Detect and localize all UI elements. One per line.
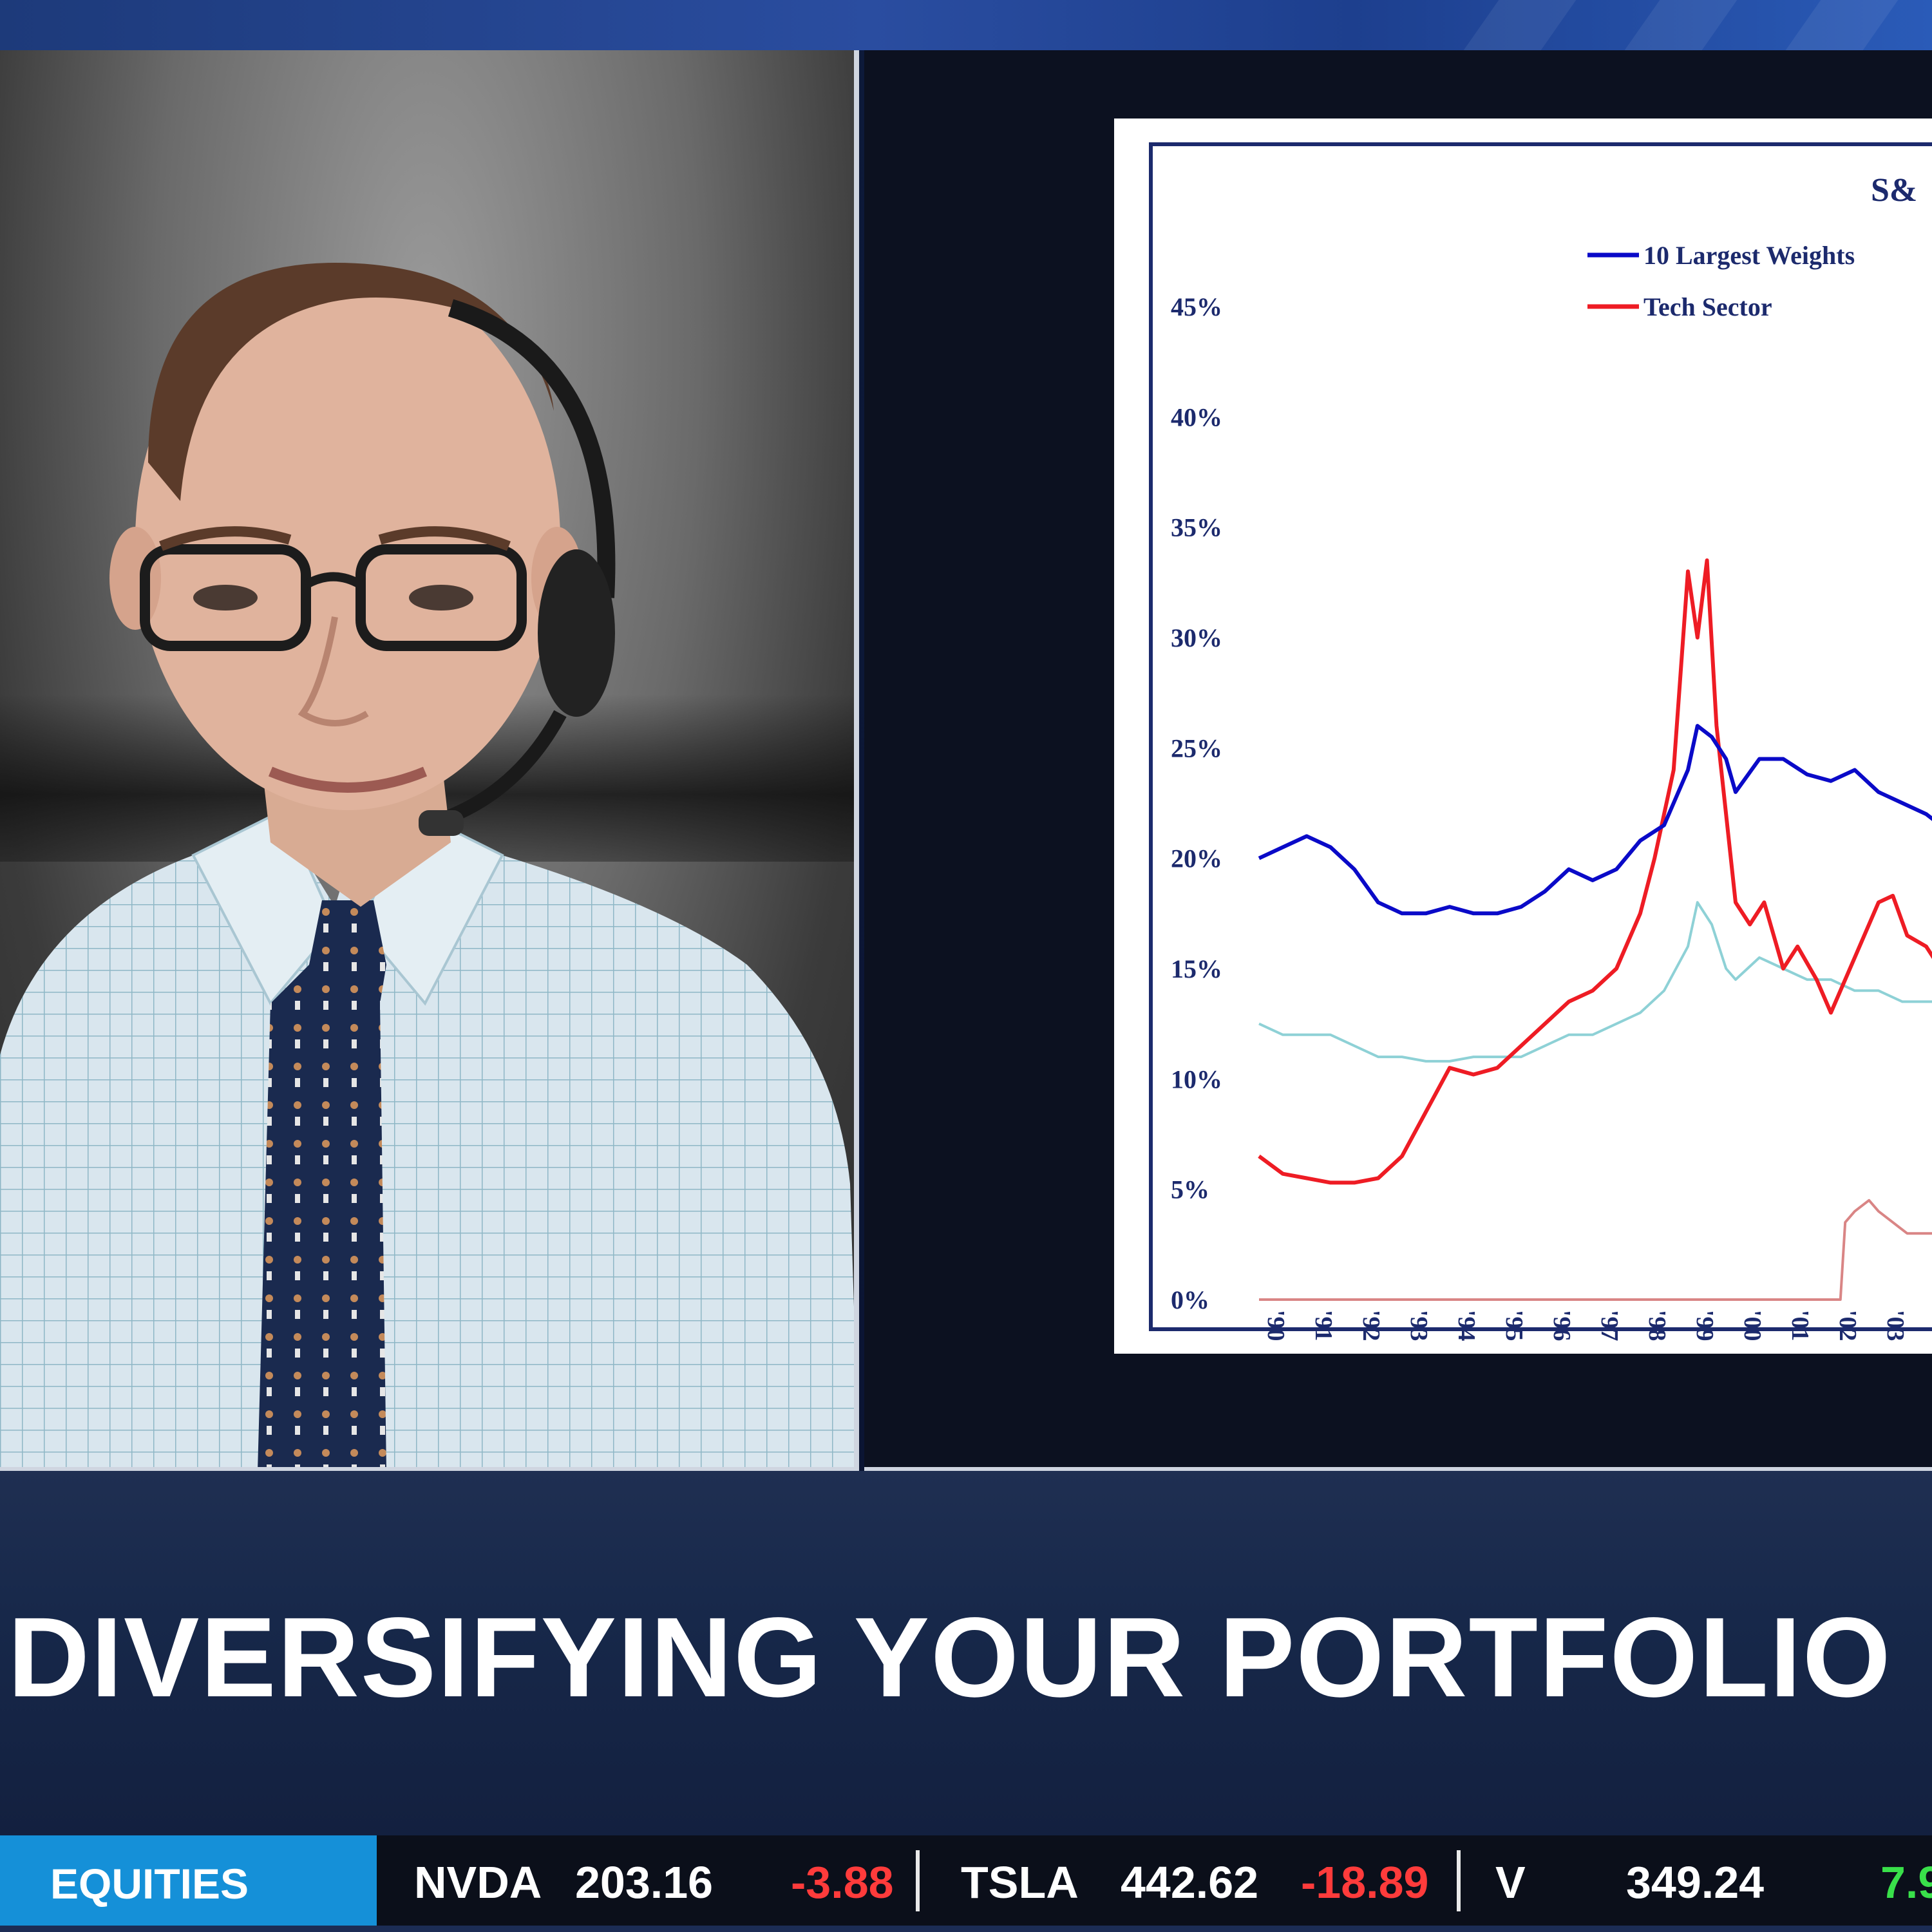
- y-tick-label: 25%: [1171, 734, 1222, 762]
- x-tick-label: '92: [1358, 1310, 1385, 1341]
- x-tick-label: '94: [1453, 1310, 1480, 1341]
- y-tick-label: 35%: [1171, 513, 1222, 542]
- top-bar-stripe: [1785, 0, 1899, 50]
- y-tick-label: 15%: [1171, 954, 1222, 983]
- series-line-2: [1258, 901, 1932, 1063]
- headline-text: DIVERSIFYING YOUR PORTFOLIO: [8, 1595, 1892, 1721]
- x-tick-label: '97: [1596, 1310, 1623, 1341]
- presenter-illustration: [0, 263, 854, 1467]
- x-axis: '90 '91 '92 '93 '94 '95 '96 '97 '98 '99 '00 '01 '02 '…: [1262, 1310, 1932, 1341]
- x-tick-label: '95: [1501, 1310, 1528, 1341]
- y-tick-label: 45%: [1171, 292, 1222, 321]
- series-line-1: [1258, 558, 1932, 1185]
- chart-series: [1258, 558, 1932, 1301]
- ticker-change: -18.89: [1301, 1857, 1429, 1908]
- ticker-symbol: V: [1495, 1857, 1526, 1908]
- chart-title: S&: [1871, 172, 1917, 209]
- y-tick-label: 0%: [1171, 1285, 1209, 1314]
- top-bar-stripe: [1624, 0, 1738, 50]
- ticker-bottom-bar: [0, 1926, 1932, 1932]
- x-tick-label: '00: [1739, 1310, 1766, 1341]
- series-line-0: [1258, 724, 1932, 916]
- y-tick-label: 30%: [1171, 623, 1222, 652]
- y-tick-label: 10%: [1171, 1065, 1222, 1094]
- ticker-category-label: EQUITIES: [50, 1860, 249, 1908]
- series-line-3: [1259, 1198, 1932, 1301]
- ticker-price: 442.62: [1121, 1857, 1259, 1908]
- chart-card: [1114, 118, 1932, 1354]
- ticker-symbol: TSLA: [961, 1857, 1079, 1908]
- ticker-change: 7.9: [1880, 1857, 1932, 1908]
- top-bar-stripe: [1463, 0, 1577, 50]
- presenter-video-panel: [0, 50, 859, 1471]
- top-accent-bar: [0, 0, 1932, 50]
- x-tick-label: '04: [1929, 1310, 1932, 1341]
- y-axis: 45% 40% 35% 30% 25% 20% 15% 10% 5% 0%: [1171, 292, 1222, 1314]
- x-tick-label: '90: [1262, 1310, 1289, 1341]
- x-tick-label: '91: [1310, 1310, 1337, 1341]
- x-tick-label: '99: [1691, 1310, 1718, 1341]
- legend-label-tech: Tech Sector: [1643, 292, 1772, 321]
- lower-third-banner: [0, 1471, 1932, 1835]
- ticker-category-badge: [0, 1835, 377, 1926]
- y-tick-label: 5%: [1171, 1175, 1209, 1204]
- ticker-divider: [1457, 1850, 1461, 1911]
- y-tick-label: 20%: [1171, 844, 1222, 873]
- ticker-change: -3.88: [791, 1857, 894, 1908]
- x-tick-label: '02: [1834, 1310, 1861, 1341]
- ticker-price: 349.24: [1626, 1857, 1765, 1908]
- x-tick-label: '03: [1882, 1310, 1909, 1341]
- ticker-symbol: NVDA: [414, 1857, 542, 1908]
- x-tick-label: '96: [1548, 1310, 1575, 1341]
- x-tick-label: '93: [1405, 1310, 1432, 1341]
- chart-frame: [1149, 142, 1932, 1331]
- x-tick-label: '01: [1786, 1310, 1814, 1341]
- line-chart: S& 10 Largest Weights Tech Sector 45% 40%…: [1149, 142, 1932, 1341]
- y-tick-label: 40%: [1171, 402, 1222, 431]
- ticker-divider: [916, 1850, 920, 1911]
- legend-label-largest: 10 Largest Weights: [1643, 241, 1855, 270]
- x-tick-label: '98: [1643, 1310, 1671, 1341]
- ticker-price: 203.16: [575, 1857, 714, 1908]
